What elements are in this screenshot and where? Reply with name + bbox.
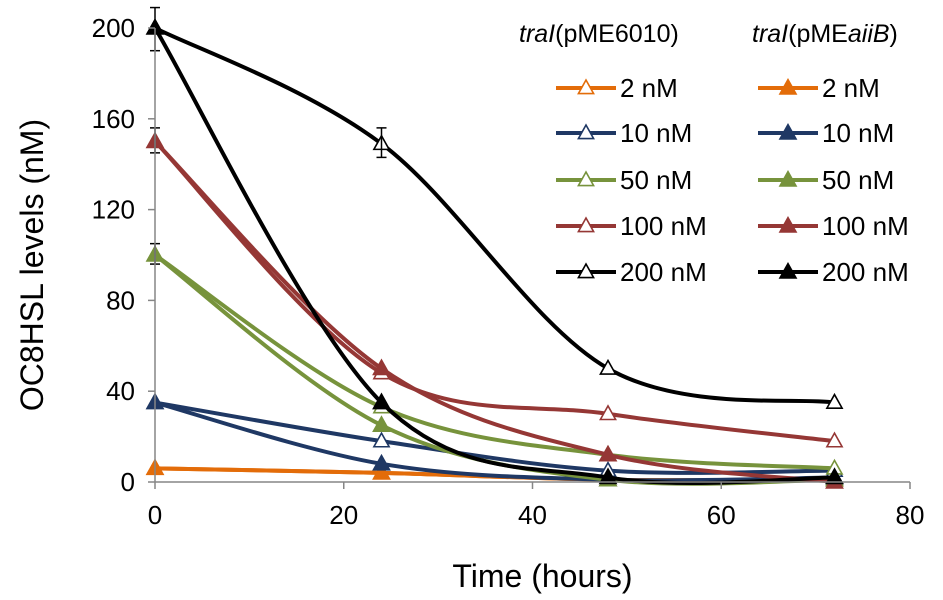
legend-label: 100 nM (620, 211, 707, 241)
legend-marker (577, 123, 595, 140)
data-point (372, 453, 391, 471)
data-point (372, 431, 391, 448)
data-point (372, 415, 391, 433)
legend-item: 50 nM (556, 165, 692, 195)
legend-marker (778, 77, 798, 95)
legend-marker (778, 215, 798, 233)
legend-label: 200 nM (620, 257, 707, 287)
series-trai-pme6010--200-nm (146, 18, 844, 409)
x-tick-label: 20 (329, 500, 358, 530)
data-point (598, 467, 618, 485)
legend-marker (778, 261, 798, 279)
legend-label: 10 nM (620, 118, 692, 148)
series-line (153, 139, 837, 444)
legend-label: 2 nM (822, 73, 880, 103)
data-point (598, 444, 618, 462)
error-bar (376, 127, 387, 159)
x-tick-label: 60 (707, 500, 736, 530)
x-axis-label: Time (hours) (452, 558, 632, 594)
error-bars (150, 6, 387, 265)
series-line (153, 253, 837, 471)
data-point (372, 392, 391, 410)
legend-item: 100 nM (758, 211, 909, 241)
series-layer (145, 17, 844, 489)
data-point (825, 467, 844, 485)
legend-item: 2 nM (556, 73, 678, 103)
legend-item: 100 nM (556, 211, 707, 241)
x-tick-label: 40 (518, 500, 547, 530)
legend-item: 200 nM (758, 257, 909, 287)
data-point (372, 358, 391, 376)
legend-marker (778, 169, 798, 187)
legend-item: 10 nM (758, 118, 894, 148)
series-line (153, 26, 837, 405)
legend-label: 100 nM (822, 211, 909, 241)
data-point (825, 392, 844, 409)
legend-label: 50 nM (620, 165, 692, 195)
legend-marker (577, 262, 595, 279)
series-line (153, 139, 837, 484)
legend-group-title: traI(pMEaiiB) (752, 20, 898, 48)
y-tick-label: 200 (92, 13, 135, 43)
y-axis-label: OC8HSL levels (nM) (14, 119, 50, 411)
axes: 0 40 80 120 160 200 0 20 40 60 80 Time (hours) OC8HS… (14, 13, 924, 594)
legend: traI(pME6010) traI(pMEaiiB) 2 nM 10 nM 50 nM… (519, 20, 909, 287)
x-tick-label: 0 (148, 500, 162, 530)
legend-marker (778, 122, 798, 140)
data-point (599, 358, 617, 375)
legend-item: 200 nM (556, 257, 707, 287)
legend-label: 10 nM (822, 118, 894, 148)
legend-group-title: traI(pME6010) (519, 20, 679, 48)
data-point (825, 431, 844, 448)
y-tick-label: 80 (106, 285, 135, 315)
data-point (599, 404, 617, 421)
x-tick-label: 80 (896, 500, 925, 530)
series-line (153, 253, 837, 486)
legend-marker (577, 170, 595, 187)
series-trai-pmeaiib--100-nm (145, 131, 844, 489)
legend-marker (577, 78, 595, 95)
legend-label: 50 nM (822, 165, 894, 195)
legend-marker (577, 216, 595, 233)
y-tick-label: 40 (106, 376, 135, 406)
y-tick-label: 160 (92, 104, 135, 134)
legend-label: 2 nM (620, 73, 678, 103)
series-trai-pmeaiib--50-nm (145, 244, 844, 487)
data-point (372, 462, 391, 480)
legend-item: 10 nM (556, 118, 692, 148)
legend-item: 50 nM (758, 165, 894, 195)
series-line (153, 400, 837, 483)
series-trai-pme6010--50-nm (146, 245, 844, 475)
y-tick-label: 120 (92, 195, 135, 225)
y-tick-label: 0 (121, 467, 135, 497)
legend-label: 200 nM (822, 257, 909, 287)
legend-item: 2 nM (758, 73, 880, 103)
